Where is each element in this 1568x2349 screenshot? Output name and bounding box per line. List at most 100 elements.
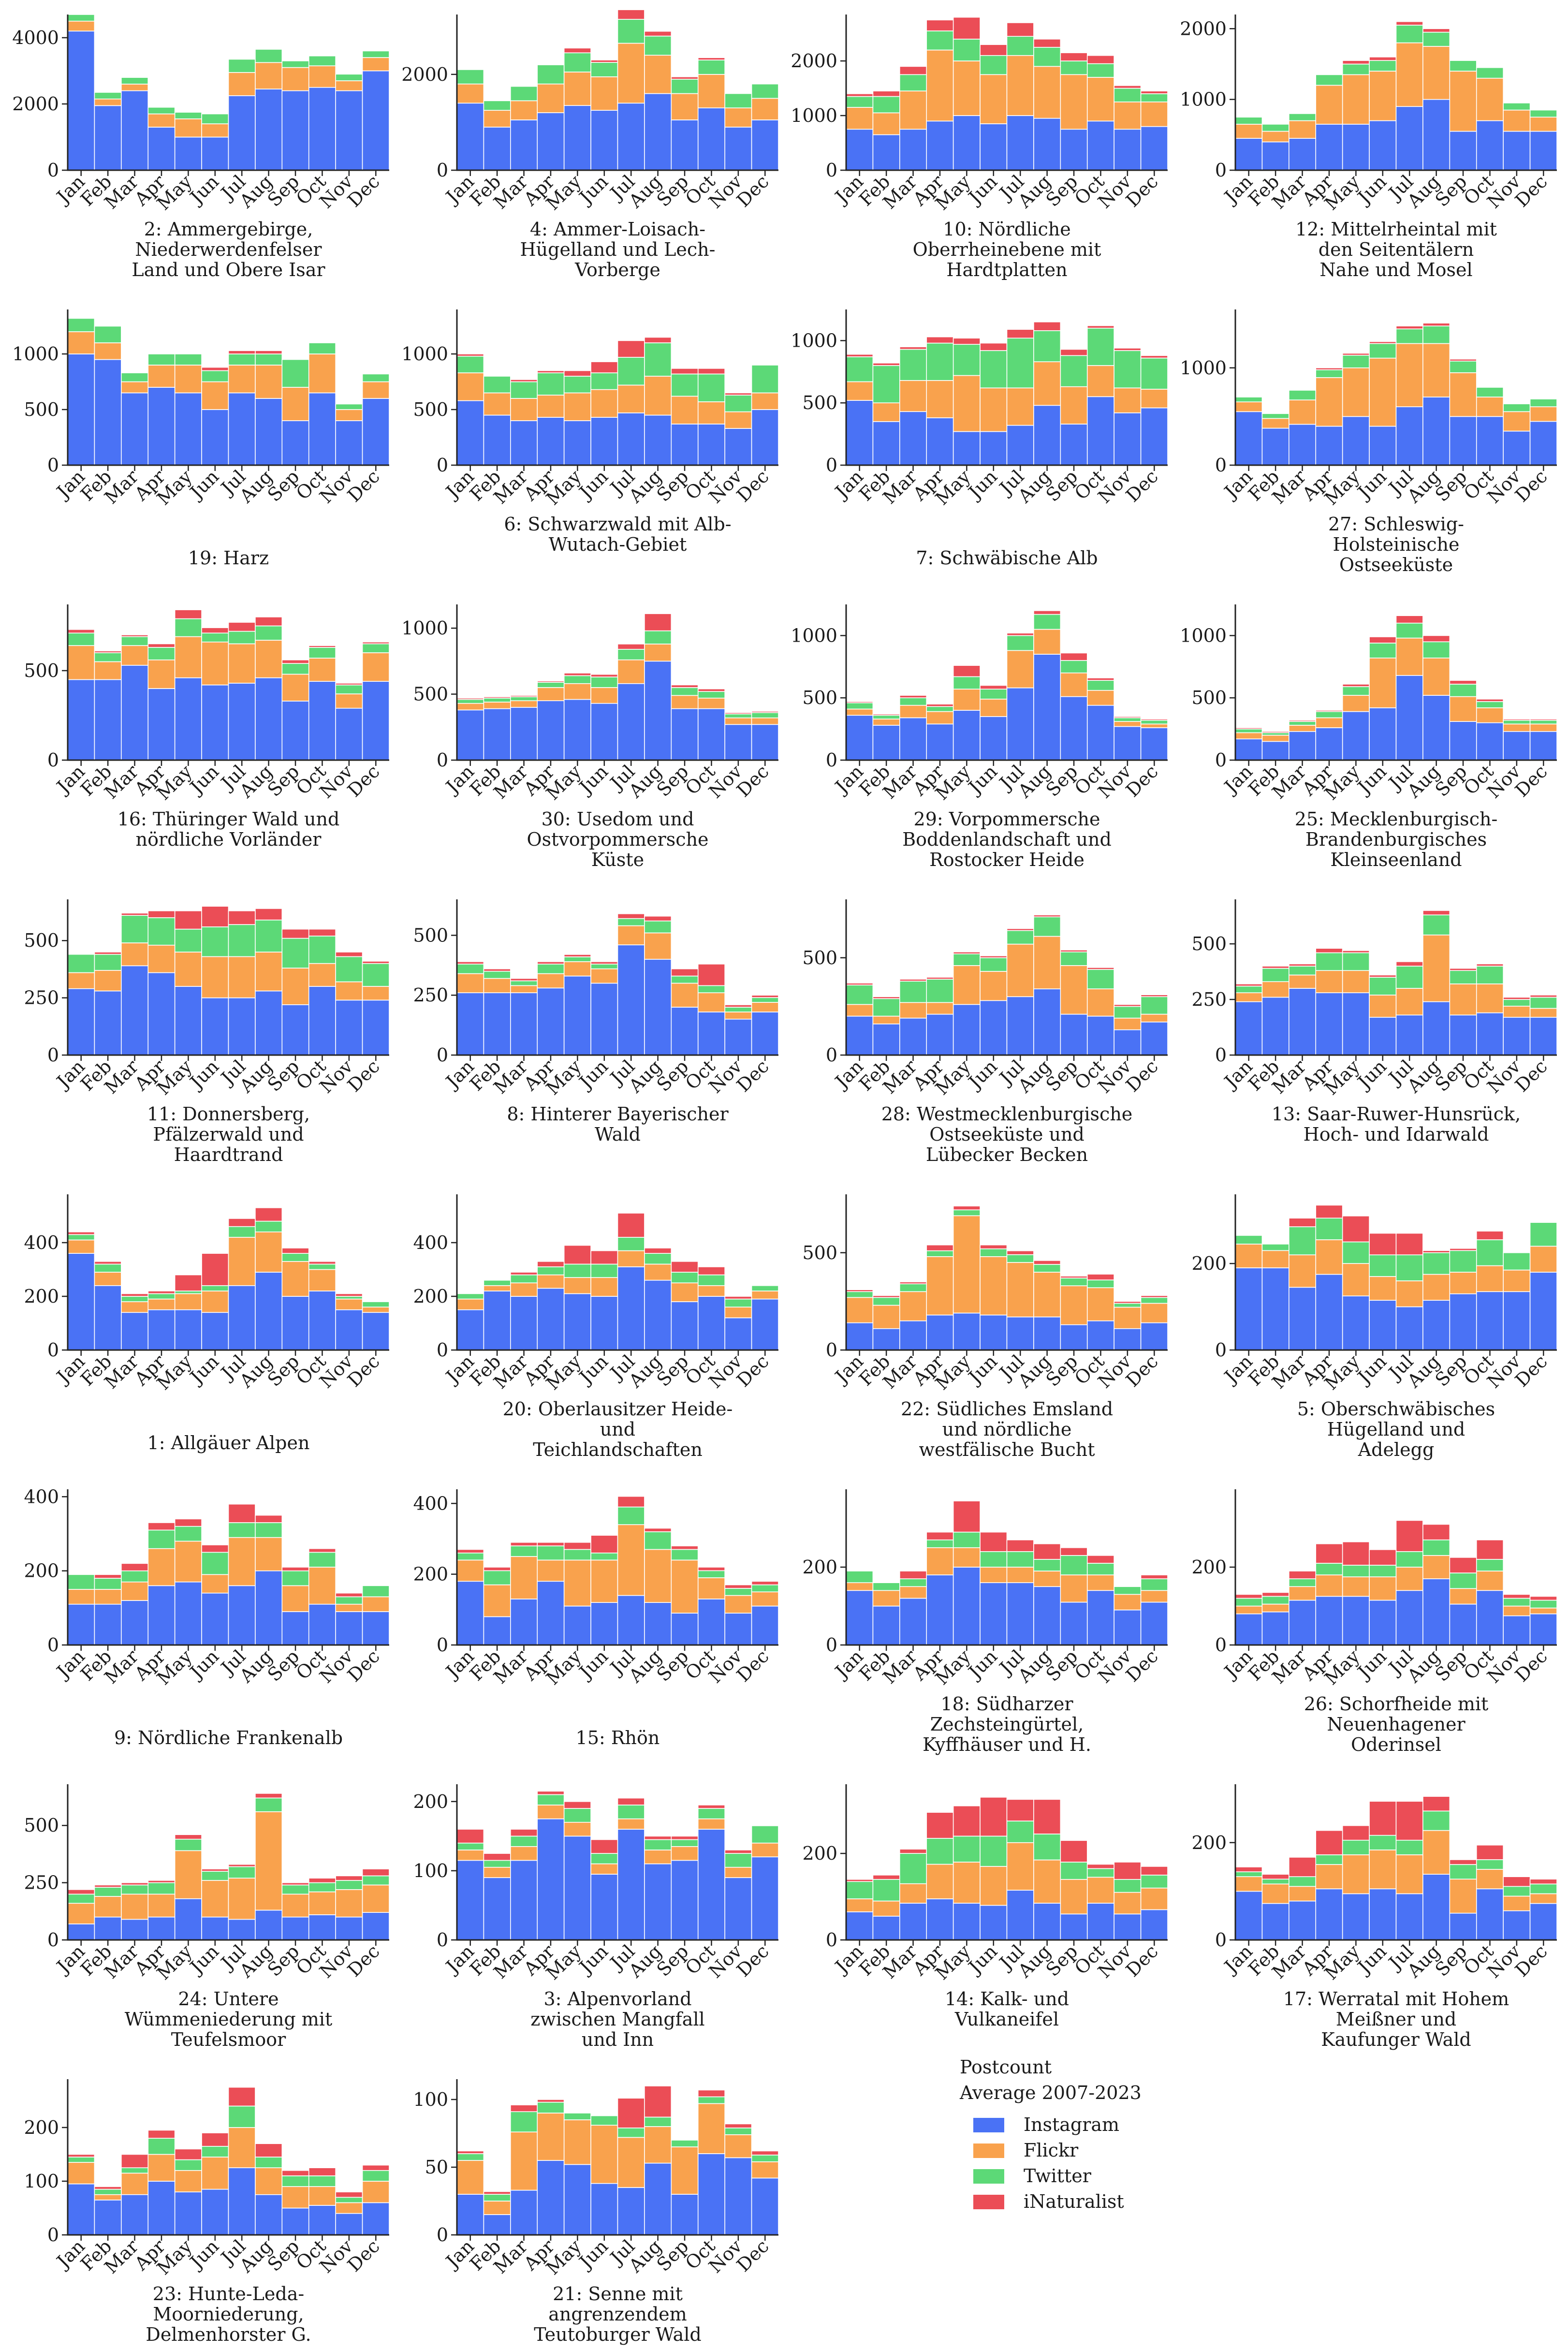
y-tick-label: 0: [1215, 1044, 1227, 1066]
bar-segment-inaturalist: [362, 961, 390, 964]
bar-segment-flickr: [1006, 55, 1034, 116]
bar-segment-inaturalist: [281, 1248, 309, 1254]
bar-segment-flickr: [121, 381, 149, 394]
bar-segment-twitter: [1060, 60, 1088, 75]
bar-segment-flickr: [724, 717, 752, 725]
y-tick-label: 200: [802, 1556, 837, 1578]
bar-segment-inaturalist: [1422, 1250, 1451, 1253]
bar-segment-twitter: [926, 706, 954, 712]
bar-segment-inaturalist: [644, 1527, 672, 1532]
bar-segment-twitter: [617, 1237, 645, 1251]
bar-segment-flickr: [644, 376, 672, 416]
bar-segment-inaturalist: [872, 1875, 900, 1880]
chart-panel: 0250500JanFebMarAprMayJunJulAugSepOctNov…: [413, 899, 779, 1145]
bar-segment-twitter: [174, 353, 202, 366]
y-tick-label: 500: [802, 947, 837, 969]
bar-segment-instagram: [281, 1611, 309, 1645]
bar-segment-flickr: [1315, 970, 1343, 993]
bar-segment-instagram: [1261, 741, 1290, 761]
bar-segment-twitter: [201, 632, 229, 643]
bar-segment-flickr: [644, 1850, 672, 1865]
bar-segment-flickr: [147, 1548, 176, 1586]
x-tick-label: Jun: [1352, 171, 1391, 209]
bar-stack-group: [846, 1797, 1168, 1940]
bar-segment-instagram: [1033, 988, 1061, 1056]
bar-segment-instagram: [953, 1004, 981, 1056]
bar-segment-instagram: [1342, 1295, 1370, 1351]
y-tick-label: 0: [826, 1929, 837, 1951]
bar-segment-twitter: [335, 73, 363, 81]
bar-segment-twitter: [1140, 996, 1168, 1015]
chart-panel: 01000JanFebMarAprMayJunJulAugSepOctNovDe…: [1180, 309, 1557, 575]
region-label: angrenzendem: [548, 2304, 687, 2325]
bar-segment-flickr: [1114, 387, 1142, 413]
bar-segment-twitter: [255, 353, 283, 366]
bar-segment-flickr: [846, 381, 874, 401]
region-label: Teichlandschaften: [533, 1439, 703, 1460]
bar-segment-inaturalist: [201, 906, 229, 927]
bar-segment-instagram: [281, 1004, 309, 1056]
bar-segment-inaturalist: [751, 2150, 779, 2156]
bar-segment-flickr: [1114, 1307, 1142, 1329]
region-label: 13: Saar-Ruwer-Hunsrück,: [1272, 1103, 1521, 1125]
bar-segment-instagram: [644, 1602, 672, 1645]
bar-segment-inaturalist: [899, 695, 927, 699]
chart-panel: 0200JanFebMarAprMayJunJulAugSepOctNovDec…: [1191, 1784, 1557, 2050]
bar-segment-flickr: [1261, 981, 1290, 998]
bar-segment-instagram: [846, 1590, 874, 1645]
bar-segment-twitter: [846, 356, 874, 382]
bar-segment-twitter: [1006, 1551, 1034, 1568]
bar-segment-instagram: [926, 1314, 954, 1351]
bar-segment-twitter: [1086, 327, 1114, 366]
bar-segment-flickr: [617, 2137, 645, 2188]
bar-segment-inaturalist: [724, 392, 752, 396]
bar-segment-flickr: [228, 643, 256, 684]
bar-segment-instagram: [617, 1595, 645, 1645]
bar-segment-inaturalist: [1369, 1233, 1397, 1256]
bar-segment-instagram: [67, 1253, 95, 1351]
bar-segment-instagram: [899, 1017, 927, 1056]
bar-segment-instagram: [1422, 1874, 1451, 1940]
bar-segment-instagram: [980, 431, 1008, 466]
bar-segment-flickr: [1006, 1842, 1034, 1891]
bar-segment-instagram: [1006, 1316, 1034, 1351]
bar-stack-group: [1235, 1204, 1557, 1351]
bar-segment-inaturalist: [590, 361, 618, 373]
bar-segment-flickr: [899, 1883, 927, 1904]
bar-segment-instagram: [1086, 1015, 1114, 1056]
x-tick-label: Jun: [574, 1351, 612, 1389]
bar-segment-twitter: [1006, 36, 1034, 56]
bar-segment-inaturalist: [1315, 1204, 1343, 1219]
bar-segment-instagram: [1315, 1888, 1343, 1940]
bar-segment-inaturalist: [644, 1248, 672, 1254]
bar-segment-inaturalist: [926, 336, 954, 344]
bar-segment-inaturalist: [147, 643, 176, 648]
bar-segment-inaturalist: [644, 1835, 672, 1840]
bar-segment-inaturalist: [617, 913, 645, 919]
bar-segment-twitter: [1315, 952, 1343, 971]
bar-segment-instagram: [147, 1585, 176, 1645]
bar-segment-instagram: [846, 1322, 874, 1351]
bar-segment-twitter: [590, 1853, 618, 1865]
bar-segment-instagram: [201, 2188, 229, 2235]
bar-segment-inaturalist: [1449, 1248, 1477, 1251]
bar-stack-group: [456, 1213, 779, 1351]
bar-segment-flickr: [1395, 343, 1423, 408]
bar-segment-flickr: [255, 62, 283, 89]
bar-segment-inaturalist: [67, 2154, 95, 2158]
bar-segment-twitter: [121, 636, 149, 646]
bar-segment-flickr: [926, 1864, 954, 1899]
bar-segment-twitter: [846, 96, 874, 108]
bar-segment-inaturalist: [872, 1295, 900, 1298]
bar-segment-inaturalist: [1006, 1250, 1034, 1255]
bar-segment-twitter: [846, 702, 874, 710]
region-label: Hügelland und: [1327, 1419, 1465, 1440]
y-tick-label: 0: [47, 1634, 59, 1656]
bar-segment-instagram: [1086, 396, 1114, 466]
x-tick-label: Dec: [733, 466, 773, 506]
bar-segment-twitter: [697, 59, 725, 75]
bar-segment-flickr: [1369, 995, 1397, 1018]
y-tick-label: 200: [1191, 1556, 1227, 1578]
bar-segment-inaturalist: [1449, 1859, 1477, 1865]
y-tick-label: 50: [425, 2157, 448, 2178]
